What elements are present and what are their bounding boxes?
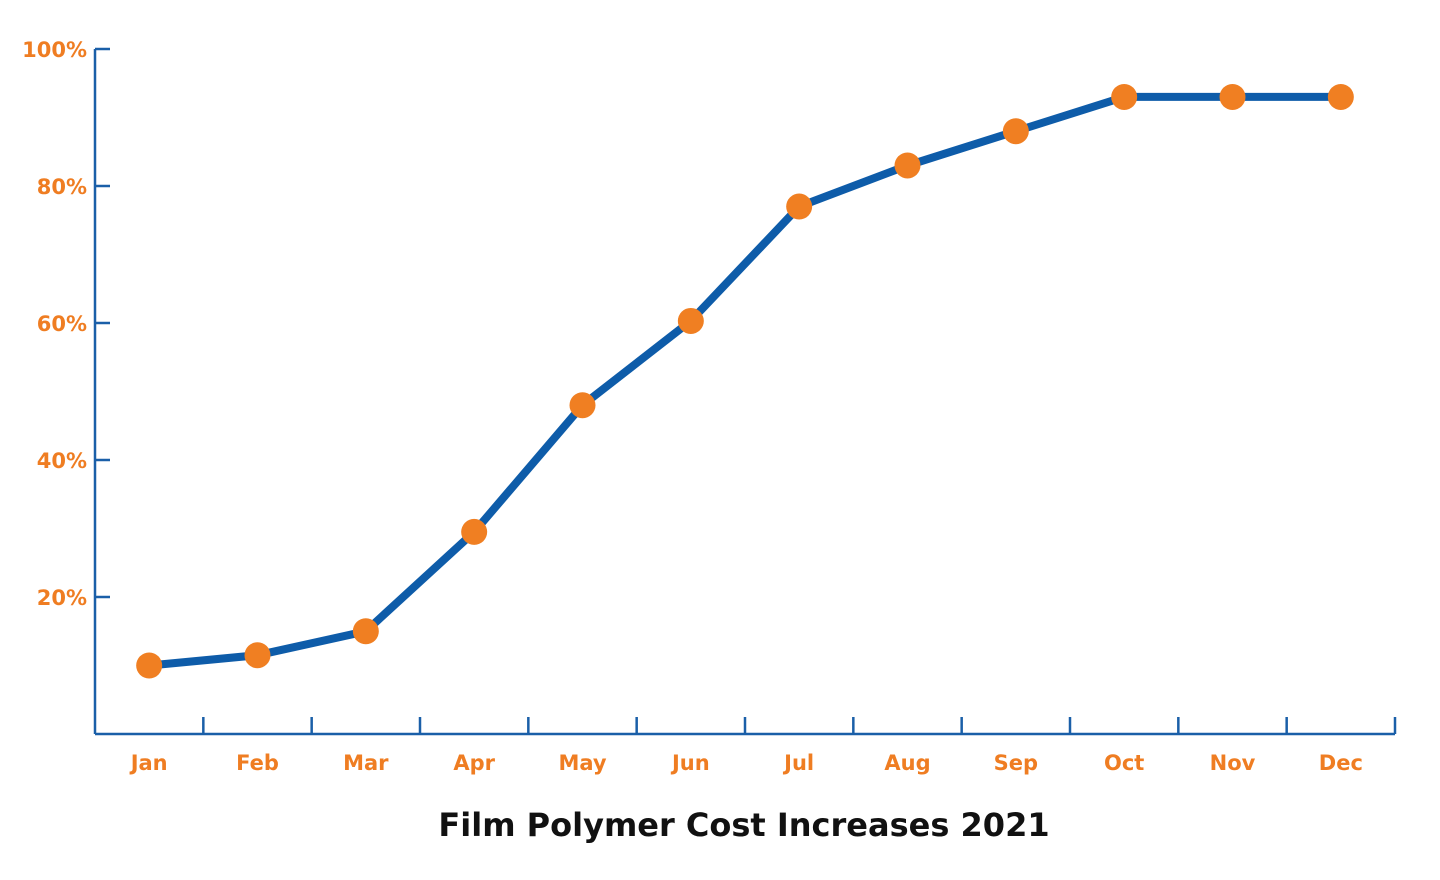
- x-tick-label: May: [558, 751, 606, 775]
- x-tick-label: Feb: [236, 751, 279, 775]
- x-tick-label: Dec: [1319, 751, 1363, 775]
- y-tick-label: 40%: [37, 449, 87, 473]
- data-point-feb: [244, 642, 271, 669]
- x-tick-label: Apr: [453, 751, 495, 775]
- data-point-mar: [352, 618, 379, 645]
- x-tick-label: Aug: [884, 751, 930, 775]
- data-point-jan: [136, 652, 163, 679]
- x-tick-label: Jan: [129, 751, 168, 775]
- x-tick-label: Mar: [343, 751, 389, 775]
- series-group: [136, 83, 1354, 679]
- series-line: [145, 92, 1345, 670]
- data-point-jul: [786, 193, 813, 220]
- y-tick-labels: 20% 40% 60% 80% 100%: [22, 38, 87, 610]
- x-tick-label: Oct: [1104, 751, 1144, 775]
- data-point-oct: [1111, 83, 1138, 110]
- data-point-jun: [677, 307, 704, 334]
- data-point-dec: [1327, 83, 1354, 110]
- x-tick-label: Jun: [670, 751, 710, 775]
- y-tick-label: 20%: [37, 586, 87, 610]
- x-tick-label: Nov: [1210, 751, 1256, 775]
- chart-title: Film Polymer Cost Increases 2021: [438, 806, 1049, 844]
- x-tick-label: Sep: [994, 751, 1038, 775]
- x-tick-labels: Jan Feb Mar Apr May Jun Jul Aug Sep Oct Nov Dec: [129, 751, 1363, 775]
- data-point-sep: [1002, 118, 1029, 145]
- data-point-apr: [461, 518, 488, 545]
- data-point-may: [569, 392, 596, 419]
- y-tick-label: 100%: [22, 38, 87, 62]
- y-tick-label: 80%: [37, 175, 87, 199]
- y-tick-label: 60%: [37, 312, 87, 336]
- x-tick-label: Jul: [782, 751, 814, 775]
- data-point-aug: [894, 152, 921, 179]
- data-point-nov: [1219, 83, 1246, 110]
- axes: [93, 47, 1397, 736]
